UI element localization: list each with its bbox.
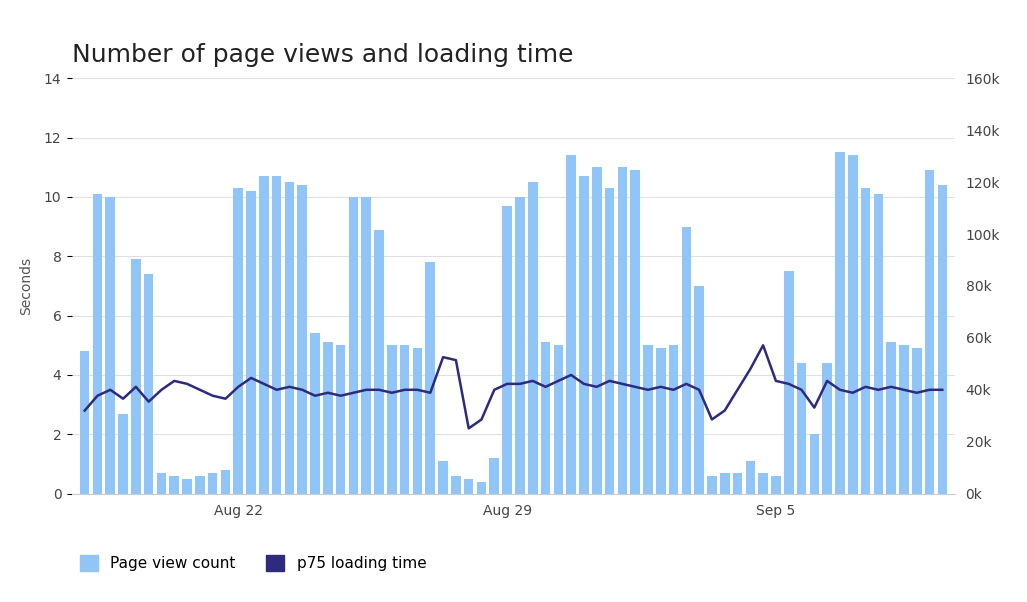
Bar bbox=[207, 473, 218, 494]
Bar bbox=[413, 348, 422, 494]
Bar bbox=[259, 176, 269, 494]
Bar bbox=[439, 461, 448, 494]
Bar bbox=[861, 188, 870, 494]
Bar bbox=[708, 476, 717, 494]
Bar bbox=[938, 185, 947, 494]
Bar bbox=[233, 188, 243, 494]
Bar bbox=[784, 271, 794, 494]
Bar bbox=[682, 226, 691, 494]
Bar bbox=[528, 182, 537, 494]
Bar bbox=[400, 346, 410, 494]
Bar bbox=[540, 343, 550, 494]
Bar bbox=[272, 176, 281, 494]
Bar bbox=[144, 274, 153, 494]
Bar bbox=[656, 348, 665, 494]
Bar bbox=[912, 348, 921, 494]
Bar bbox=[502, 206, 511, 494]
Bar bbox=[374, 229, 384, 494]
Bar bbox=[924, 170, 935, 494]
Bar bbox=[566, 155, 576, 494]
Bar bbox=[451, 476, 461, 494]
Bar bbox=[183, 479, 192, 494]
Bar bbox=[746, 461, 755, 494]
Bar bbox=[387, 346, 396, 494]
Bar bbox=[425, 262, 435, 494]
Bar bbox=[195, 476, 204, 494]
Bar bbox=[80, 351, 89, 494]
Bar bbox=[477, 482, 487, 494]
Bar bbox=[617, 167, 627, 494]
Bar bbox=[362, 197, 371, 494]
Bar bbox=[835, 152, 845, 494]
Bar bbox=[809, 434, 820, 494]
Bar bbox=[490, 458, 499, 494]
Bar bbox=[118, 414, 128, 494]
Bar bbox=[643, 346, 653, 494]
Bar bbox=[579, 176, 588, 494]
Bar bbox=[284, 182, 295, 494]
Bar bbox=[605, 188, 614, 494]
Bar bbox=[848, 155, 858, 494]
Bar bbox=[131, 259, 141, 494]
Bar bbox=[797, 363, 806, 494]
Legend: Page view count, p75 loading time: Page view count, p75 loading time bbox=[79, 555, 426, 571]
Bar bbox=[336, 346, 345, 494]
Bar bbox=[823, 363, 832, 494]
Bar bbox=[169, 476, 179, 494]
Bar bbox=[246, 191, 256, 494]
Bar bbox=[221, 470, 230, 494]
Bar bbox=[464, 479, 473, 494]
Bar bbox=[720, 473, 729, 494]
Bar bbox=[554, 346, 563, 494]
Bar bbox=[157, 473, 166, 494]
Bar bbox=[732, 473, 743, 494]
Bar bbox=[694, 286, 703, 494]
Bar bbox=[592, 167, 602, 494]
Bar bbox=[771, 476, 781, 494]
Bar bbox=[758, 473, 768, 494]
Bar bbox=[298, 185, 307, 494]
Bar bbox=[516, 197, 525, 494]
Bar bbox=[106, 197, 115, 494]
Bar bbox=[349, 197, 358, 494]
Bar bbox=[874, 194, 883, 494]
Bar bbox=[310, 334, 319, 494]
Bar bbox=[669, 346, 678, 494]
Bar bbox=[324, 343, 333, 494]
Bar bbox=[631, 170, 640, 494]
Bar bbox=[899, 346, 909, 494]
Y-axis label: Seconds: Seconds bbox=[18, 257, 33, 315]
Text: Number of page views and loading time: Number of page views and loading time bbox=[72, 43, 573, 67]
Bar bbox=[886, 343, 896, 494]
Bar bbox=[92, 194, 103, 494]
